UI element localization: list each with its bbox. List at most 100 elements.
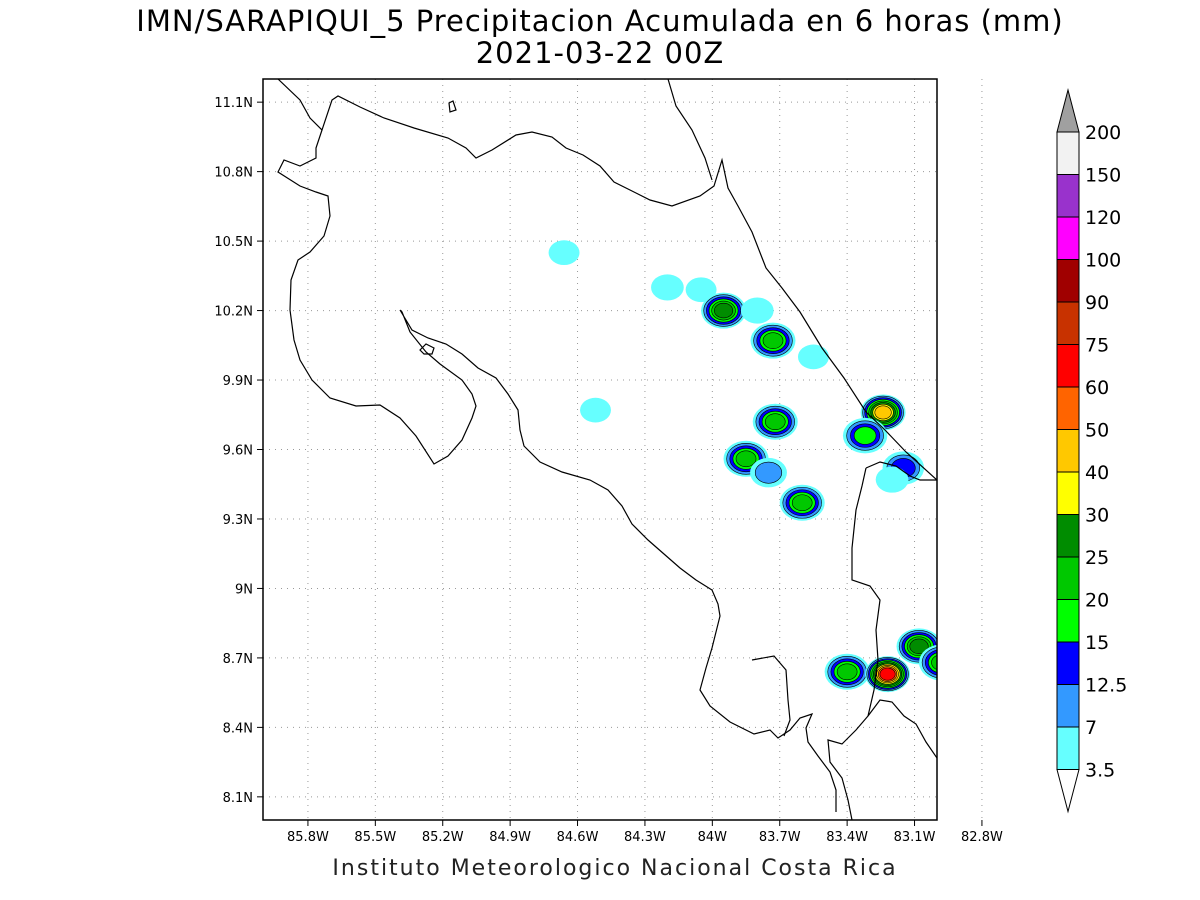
precip-cell (779, 484, 825, 521)
precip-contour (979, 520, 1012, 546)
precip-contour (875, 466, 909, 493)
burica-peninsula (751, 655, 791, 737)
colorbar-swatch (1056, 556, 1080, 600)
precip-cell (740, 297, 774, 324)
x-tick-label: 84.3W (624, 830, 666, 845)
y-tick-label: 9.9N (223, 374, 253, 389)
precip-cell (966, 689, 1011, 725)
island-outline (448, 100, 457, 113)
colorbar-label: 25 (1085, 547, 1109, 569)
precip-contour (1022, 684, 1055, 710)
precip-contour (980, 700, 997, 714)
precip-contour (995, 709, 1040, 745)
colorbar-label: 50 (1085, 420, 1109, 442)
colorbar-under-triangle (1056, 769, 1080, 814)
colorbar-label: 3.5 (1085, 760, 1115, 782)
map-grid (263, 79, 983, 820)
precip-contour (714, 302, 734, 319)
precip-contour (1005, 717, 1031, 738)
colorbar-swatch (1056, 471, 1080, 515)
precip-cell (919, 644, 937, 681)
colorbar-swatch (1056, 216, 1080, 260)
colorbar-over-triangle (1056, 88, 1080, 133)
colorbar-label: 100 (1085, 250, 1121, 272)
precip-contour (1008, 719, 1028, 735)
x-tick-label: 85.5W (354, 830, 396, 845)
y-tick-label: 10.8N (214, 166, 253, 181)
colorbar-label: 75 (1085, 335, 1109, 357)
precip-contour (1002, 714, 1035, 740)
x-tick-label: 85.8W (287, 830, 329, 845)
precip-contour (966, 689, 1011, 725)
colorbar-label: 200 (1085, 122, 1121, 144)
x-tick-label: 83.4W (826, 830, 868, 845)
precip-contour (971, 692, 1007, 721)
y-tick-label: 10.2N (214, 305, 253, 320)
y-tick-label: 8.1N (223, 791, 253, 806)
colorbar-swatch (1056, 429, 1080, 473)
gulf-nicoya-island (419, 343, 435, 355)
precip-contour (762, 332, 784, 349)
colorbar-swatch (1056, 641, 1080, 685)
precip-contour (978, 698, 1000, 716)
x-tick-label: 84.6W (557, 830, 599, 845)
precip-cell (701, 292, 747, 329)
colorbar-swatch (1056, 514, 1080, 558)
precip-contour (944, 496, 985, 529)
colorbar-label: 40 (1085, 462, 1109, 484)
precip-contour (791, 494, 813, 512)
precip-contour (580, 397, 611, 423)
colorbar-swatch (1056, 386, 1080, 430)
precip-contour (1025, 687, 1051, 708)
precip-cell (685, 277, 717, 303)
lake-nicaragua-shore (667, 79, 713, 181)
x-tick-label: 83.7W (759, 830, 801, 845)
precip-contour (797, 344, 829, 370)
colorbar-swatch (1056, 259, 1080, 303)
precip-cell (752, 403, 798, 440)
x-axis-ticks: 85.8W 85.5W 85.2W 84.9W 84.6W 84.3W 84W 83.7W 83… (287, 820, 1003, 845)
x-tick-label: 85.2W (422, 830, 464, 845)
colorbar-swatch (1056, 344, 1080, 388)
precip-contour (548, 240, 580, 266)
colorbar-swatch (1056, 726, 1080, 770)
y-tick-label: 9.3N (223, 513, 253, 528)
precip-contour (985, 525, 1005, 541)
precip-contour (973, 515, 1018, 551)
y-tick-label: 8.4N (223, 721, 253, 736)
colorbar-swatch (1056, 174, 1080, 218)
x-tick-label: 84W (698, 830, 728, 845)
colorbar-label: 12.5 (1085, 675, 1127, 697)
precipitation-field (548, 240, 1055, 745)
footer-credit: Instituto Meteorologico Nacional Costa R… (332, 856, 898, 881)
precip-cell (842, 417, 888, 454)
chart-title: IMN/SARAPIQUI_5 Precipitacion Acumulada … (136, 4, 1064, 38)
precip-contour (651, 274, 684, 301)
precip-cell (797, 344, 829, 370)
precip-contour (685, 277, 717, 303)
precip-contour (874, 405, 892, 420)
lake-nicaragua-south (277, 129, 837, 812)
precip-cell (750, 322, 796, 359)
precip-contour (952, 503, 976, 522)
precip-contour (968, 690, 1008, 722)
precip-contour (1028, 689, 1048, 705)
precip-contour (740, 297, 774, 324)
panama-border (827, 461, 937, 820)
precip-contour (909, 638, 929, 655)
y-tick-label: 10.5N (214, 235, 253, 250)
chart-subtitle-date: 2021-03-22 00Z (475, 36, 725, 70)
colorbar-label: 60 (1085, 377, 1109, 399)
x-tick-label: 84.9W (489, 830, 531, 845)
precip-cell (995, 709, 1040, 745)
colorbar-label: 150 (1085, 165, 1121, 187)
precip-cell (824, 653, 870, 690)
precip-cell (973, 515, 1018, 551)
precip-contour (973, 694, 1004, 719)
precip-cell (865, 656, 911, 693)
precip-contour (931, 655, 937, 671)
colorbar-swatch (1056, 131, 1080, 175)
colorbar-label: 7 (1085, 717, 1097, 739)
precip-cell (944, 496, 985, 529)
